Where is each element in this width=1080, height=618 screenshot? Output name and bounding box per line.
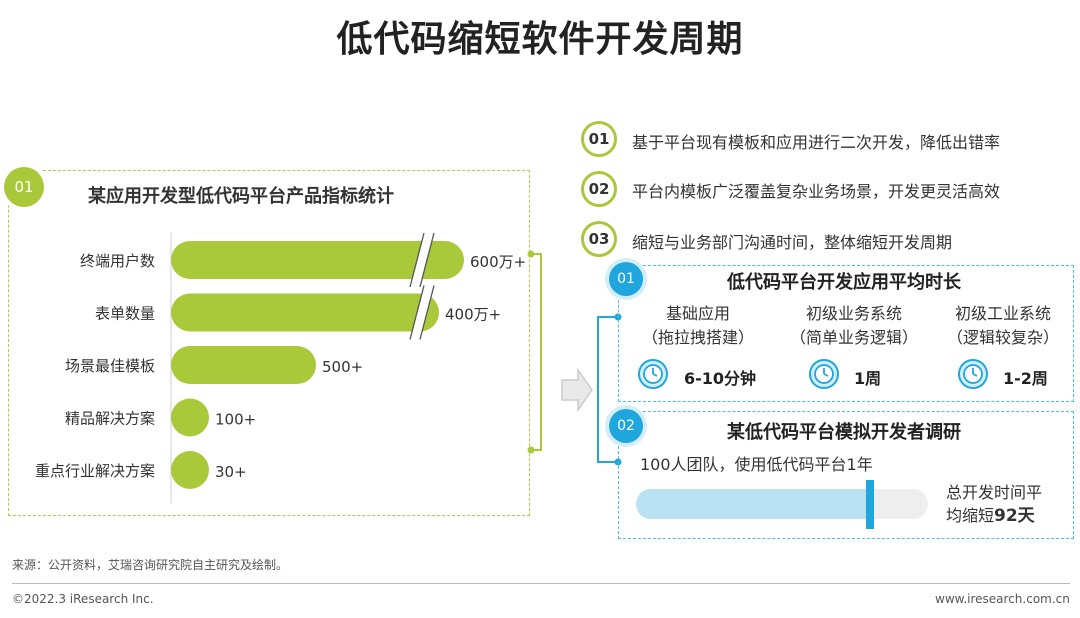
developer-survey-heading: 某低代码平台模拟开发者调研	[727, 422, 961, 443]
dev-time-note-value: 92天	[994, 506, 1035, 526]
category-basic-app: 基础应用 （拖拉拽搭建）	[623, 302, 773, 350]
duration-business-system: 1周	[854, 369, 882, 388]
dev-time-progress-fill	[636, 489, 870, 519]
list-item-2: 平台内模板广泛覆盖复杂业务场景，开发更灵活高效	[632, 182, 1001, 201]
page-title: 低代码缩短软件开发周期	[336, 19, 744, 60]
bar	[171, 241, 464, 279]
axis-break-line	[419, 285, 435, 340]
category-label: 场景最佳模板	[65, 357, 155, 375]
category-industrial-system-name: 初级工业系统	[954, 304, 1051, 323]
value-label: 100+	[215, 411, 256, 429]
category-business-system-desc: （简单业务逻辑）	[789, 328, 918, 347]
avg-duration-panel	[618, 265, 1074, 402]
axis-break-mark	[410, 233, 434, 287]
copyright: ©2022.3 iResearch Inc.	[12, 592, 154, 606]
duration-basic-app: 6-10分钟	[684, 369, 757, 388]
list-number-1: 01	[581, 121, 617, 157]
duration-industrial-system: 1-2周	[1003, 369, 1048, 388]
bar	[171, 451, 209, 489]
category-label: 终端用户数	[80, 252, 155, 270]
website-link[interactable]: www.iresearch.com.cn	[935, 592, 1070, 606]
bar	[171, 398, 209, 437]
axis-break-line	[409, 285, 425, 340]
developer-survey-badge: 02	[609, 409, 643, 443]
list-item-3: 缩短与业务部门沟通时间，整体缩短开发周期	[632, 233, 953, 252]
category-business-system-name: 初级业务系统	[805, 304, 902, 323]
category-basic-app-name: 基础应用	[665, 304, 730, 323]
clock-icon	[638, 359, 668, 389]
developer-survey-subtitle: 100人团队，使用低代码平台1年	[640, 455, 873, 474]
value-label: 600万+	[470, 253, 526, 271]
dev-time-progress-marker	[865, 480, 874, 529]
dev-time-note-line2: 均缩短	[946, 506, 995, 525]
category-label: 精品解决方案	[65, 410, 155, 428]
bar	[171, 293, 439, 332]
value-label: 400万+	[445, 306, 501, 324]
left-panel	[8, 170, 530, 516]
category-basic-app-desc: （拖拉拽搭建）	[641, 328, 754, 347]
category-label: 重点行业解决方案	[35, 462, 155, 480]
value-label: 30+	[215, 463, 247, 481]
category-label: 表单数量	[95, 305, 155, 323]
bar	[171, 346, 316, 384]
list-number-2: 02	[581, 171, 617, 207]
value-label: 500+	[322, 358, 363, 376]
source-note: 来源：公开资料，艾瑞咨询研究院自主研究及绘制。	[12, 558, 289, 572]
category-industrial-system-desc: （逻辑较复杂）	[946, 328, 1059, 347]
list-number-3: 03	[581, 221, 617, 257]
axis-break-line	[409, 232, 425, 288]
category-business-system: 初级业务系统 （简单业务逻辑）	[779, 302, 929, 350]
clock-icon	[809, 359, 839, 389]
left-panel-badge: 01	[0, 163, 48, 211]
dev-time-note: 总开发时间平 均缩短92天	[946, 481, 1042, 528]
avg-duration-badge: 01	[609, 262, 643, 296]
developer-survey-panel	[618, 411, 1074, 539]
left-panel-badge-number: 01	[4, 167, 44, 207]
chart-title: 某应用开发型低代码平台产品指标统计	[88, 186, 394, 207]
category-industrial-system: 初级工业系统 （逻辑较复杂）	[928, 302, 1078, 350]
axis-break-line	[419, 232, 435, 288]
arrow-right-icon	[561, 368, 593, 412]
avg-duration-heading: 低代码平台开发应用平均时长	[727, 272, 961, 293]
axis-break-mark	[410, 285, 434, 340]
dev-time-progress-track	[636, 489, 928, 519]
list-item-1: 基于平台现有模板和应用进行二次开发，降低出错率	[632, 133, 1001, 152]
clock-icon	[958, 359, 988, 389]
footer-divider	[12, 583, 1070, 584]
dev-time-note-line1: 总开发时间平	[946, 483, 1043, 502]
